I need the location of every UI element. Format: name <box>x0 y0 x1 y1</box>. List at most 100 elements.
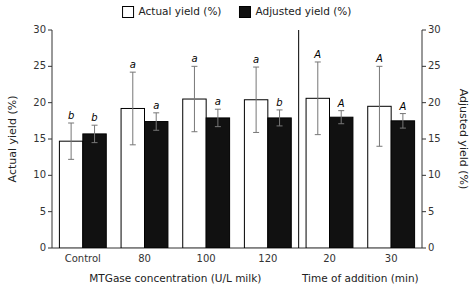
group-label: MTGase concentration (U/L milk) <box>89 272 261 284</box>
legend: Actual yield (%) Adjusted yield (%) <box>123 5 352 18</box>
y-tick <box>48 139 52 140</box>
bar <box>268 118 291 248</box>
error-bar <box>315 62 321 135</box>
y2-tick <box>422 102 426 103</box>
x-tick-label: 30 <box>385 253 398 264</box>
error-stem <box>217 109 218 126</box>
annotation: A <box>398 101 406 112</box>
annotation: a <box>253 54 259 65</box>
chart: 051015202530Actual yield (%)051015202530… <box>0 0 474 304</box>
y2-tick <box>422 248 426 249</box>
y2-axis-label: Adjusted yield (%) <box>457 89 470 190</box>
legend-label: Adjusted yield (%) <box>255 5 351 17</box>
group-separator <box>298 30 299 248</box>
y-tick <box>48 248 52 249</box>
error-cap <box>92 142 98 143</box>
x-tick-label: Control <box>65 253 101 264</box>
error-cap <box>215 109 221 110</box>
annotations: baaaAAbaabAA <box>68 49 407 123</box>
error-cap <box>191 131 197 132</box>
error-cap <box>400 113 406 114</box>
error-stem <box>317 62 318 135</box>
annotation: b <box>68 110 74 121</box>
annotation: b <box>91 112 97 123</box>
y-tick <box>48 102 52 103</box>
y-tick <box>48 175 52 176</box>
annotation: A <box>313 49 321 60</box>
error-cap <box>376 146 382 147</box>
legend-item: Actual yield (%) <box>123 5 222 18</box>
error-cap <box>215 126 221 127</box>
error-cap <box>92 125 98 126</box>
error-stem <box>132 72 133 145</box>
error-cap <box>68 123 74 124</box>
error-cap <box>191 66 197 67</box>
error-bar <box>191 66 197 131</box>
y2-tick-label: 5 <box>428 206 434 217</box>
error-cap <box>277 109 283 110</box>
legend-item: Adjusted yield (%) <box>239 5 351 18</box>
error-cap <box>376 66 382 67</box>
y2-tick-label: 30 <box>428 24 441 35</box>
y-tick-label: 0 <box>40 242 46 253</box>
error-cap <box>68 159 74 160</box>
y2-tick <box>422 66 426 67</box>
bar <box>83 134 106 248</box>
annotation: a <box>191 53 197 64</box>
error-cap <box>277 125 283 126</box>
annotation: A <box>375 53 383 64</box>
y2-tick <box>422 211 426 212</box>
bar <box>330 117 353 248</box>
error-stem <box>71 123 72 159</box>
error-stem <box>341 111 342 124</box>
y-tick-label: 30 <box>33 24 46 35</box>
error-stem <box>279 110 280 126</box>
bars <box>59 62 414 248</box>
y-axis-label: Actual yield (%) <box>6 96 19 183</box>
annotation: a <box>215 96 221 107</box>
error-stem <box>156 113 157 130</box>
error-bar <box>92 125 98 142</box>
error-cap <box>338 110 344 111</box>
error-bar <box>338 111 344 124</box>
annotation: b <box>276 97 282 108</box>
error-stem <box>94 125 95 142</box>
error-cap <box>338 123 344 124</box>
bar <box>206 118 229 248</box>
error-bar <box>68 123 74 159</box>
y-tick <box>48 30 52 31</box>
y2-tick <box>422 139 426 140</box>
y2-tick-label: 10 <box>428 169 441 180</box>
y-tick <box>48 211 52 212</box>
error-bar <box>376 66 382 146</box>
error-bar <box>253 67 259 132</box>
y2-tick <box>422 175 426 176</box>
legend-swatch <box>239 7 250 18</box>
y-tick-label: 5 <box>40 206 46 217</box>
bar <box>391 121 414 248</box>
error-stem <box>256 67 257 132</box>
error-bar <box>400 114 406 129</box>
group-label: Time of addition (min) <box>301 272 419 284</box>
error-bar <box>215 109 221 126</box>
y-tick-label: 15 <box>33 133 46 144</box>
x-tick-label: 120 <box>258 253 277 264</box>
y2-tick-label: 0 <box>428 242 434 253</box>
error-cap <box>400 128 406 129</box>
x-tick-label: 80 <box>138 253 151 264</box>
x-tick-label: 100 <box>197 253 216 264</box>
error-cap <box>130 144 136 145</box>
y2-tick-label: 15 <box>428 133 441 144</box>
annotation: A <box>337 98 345 109</box>
error-cap <box>253 132 259 133</box>
error-stem <box>194 66 195 131</box>
legend-swatch <box>123 7 134 18</box>
y2-tick <box>422 30 426 31</box>
y-tick-label: 25 <box>33 60 46 71</box>
error-bar <box>130 72 136 145</box>
error-stem <box>402 114 403 129</box>
error-cap <box>153 112 159 113</box>
x-tick-label: 20 <box>323 253 336 264</box>
error-cap <box>315 61 321 62</box>
error-bar <box>277 110 283 126</box>
